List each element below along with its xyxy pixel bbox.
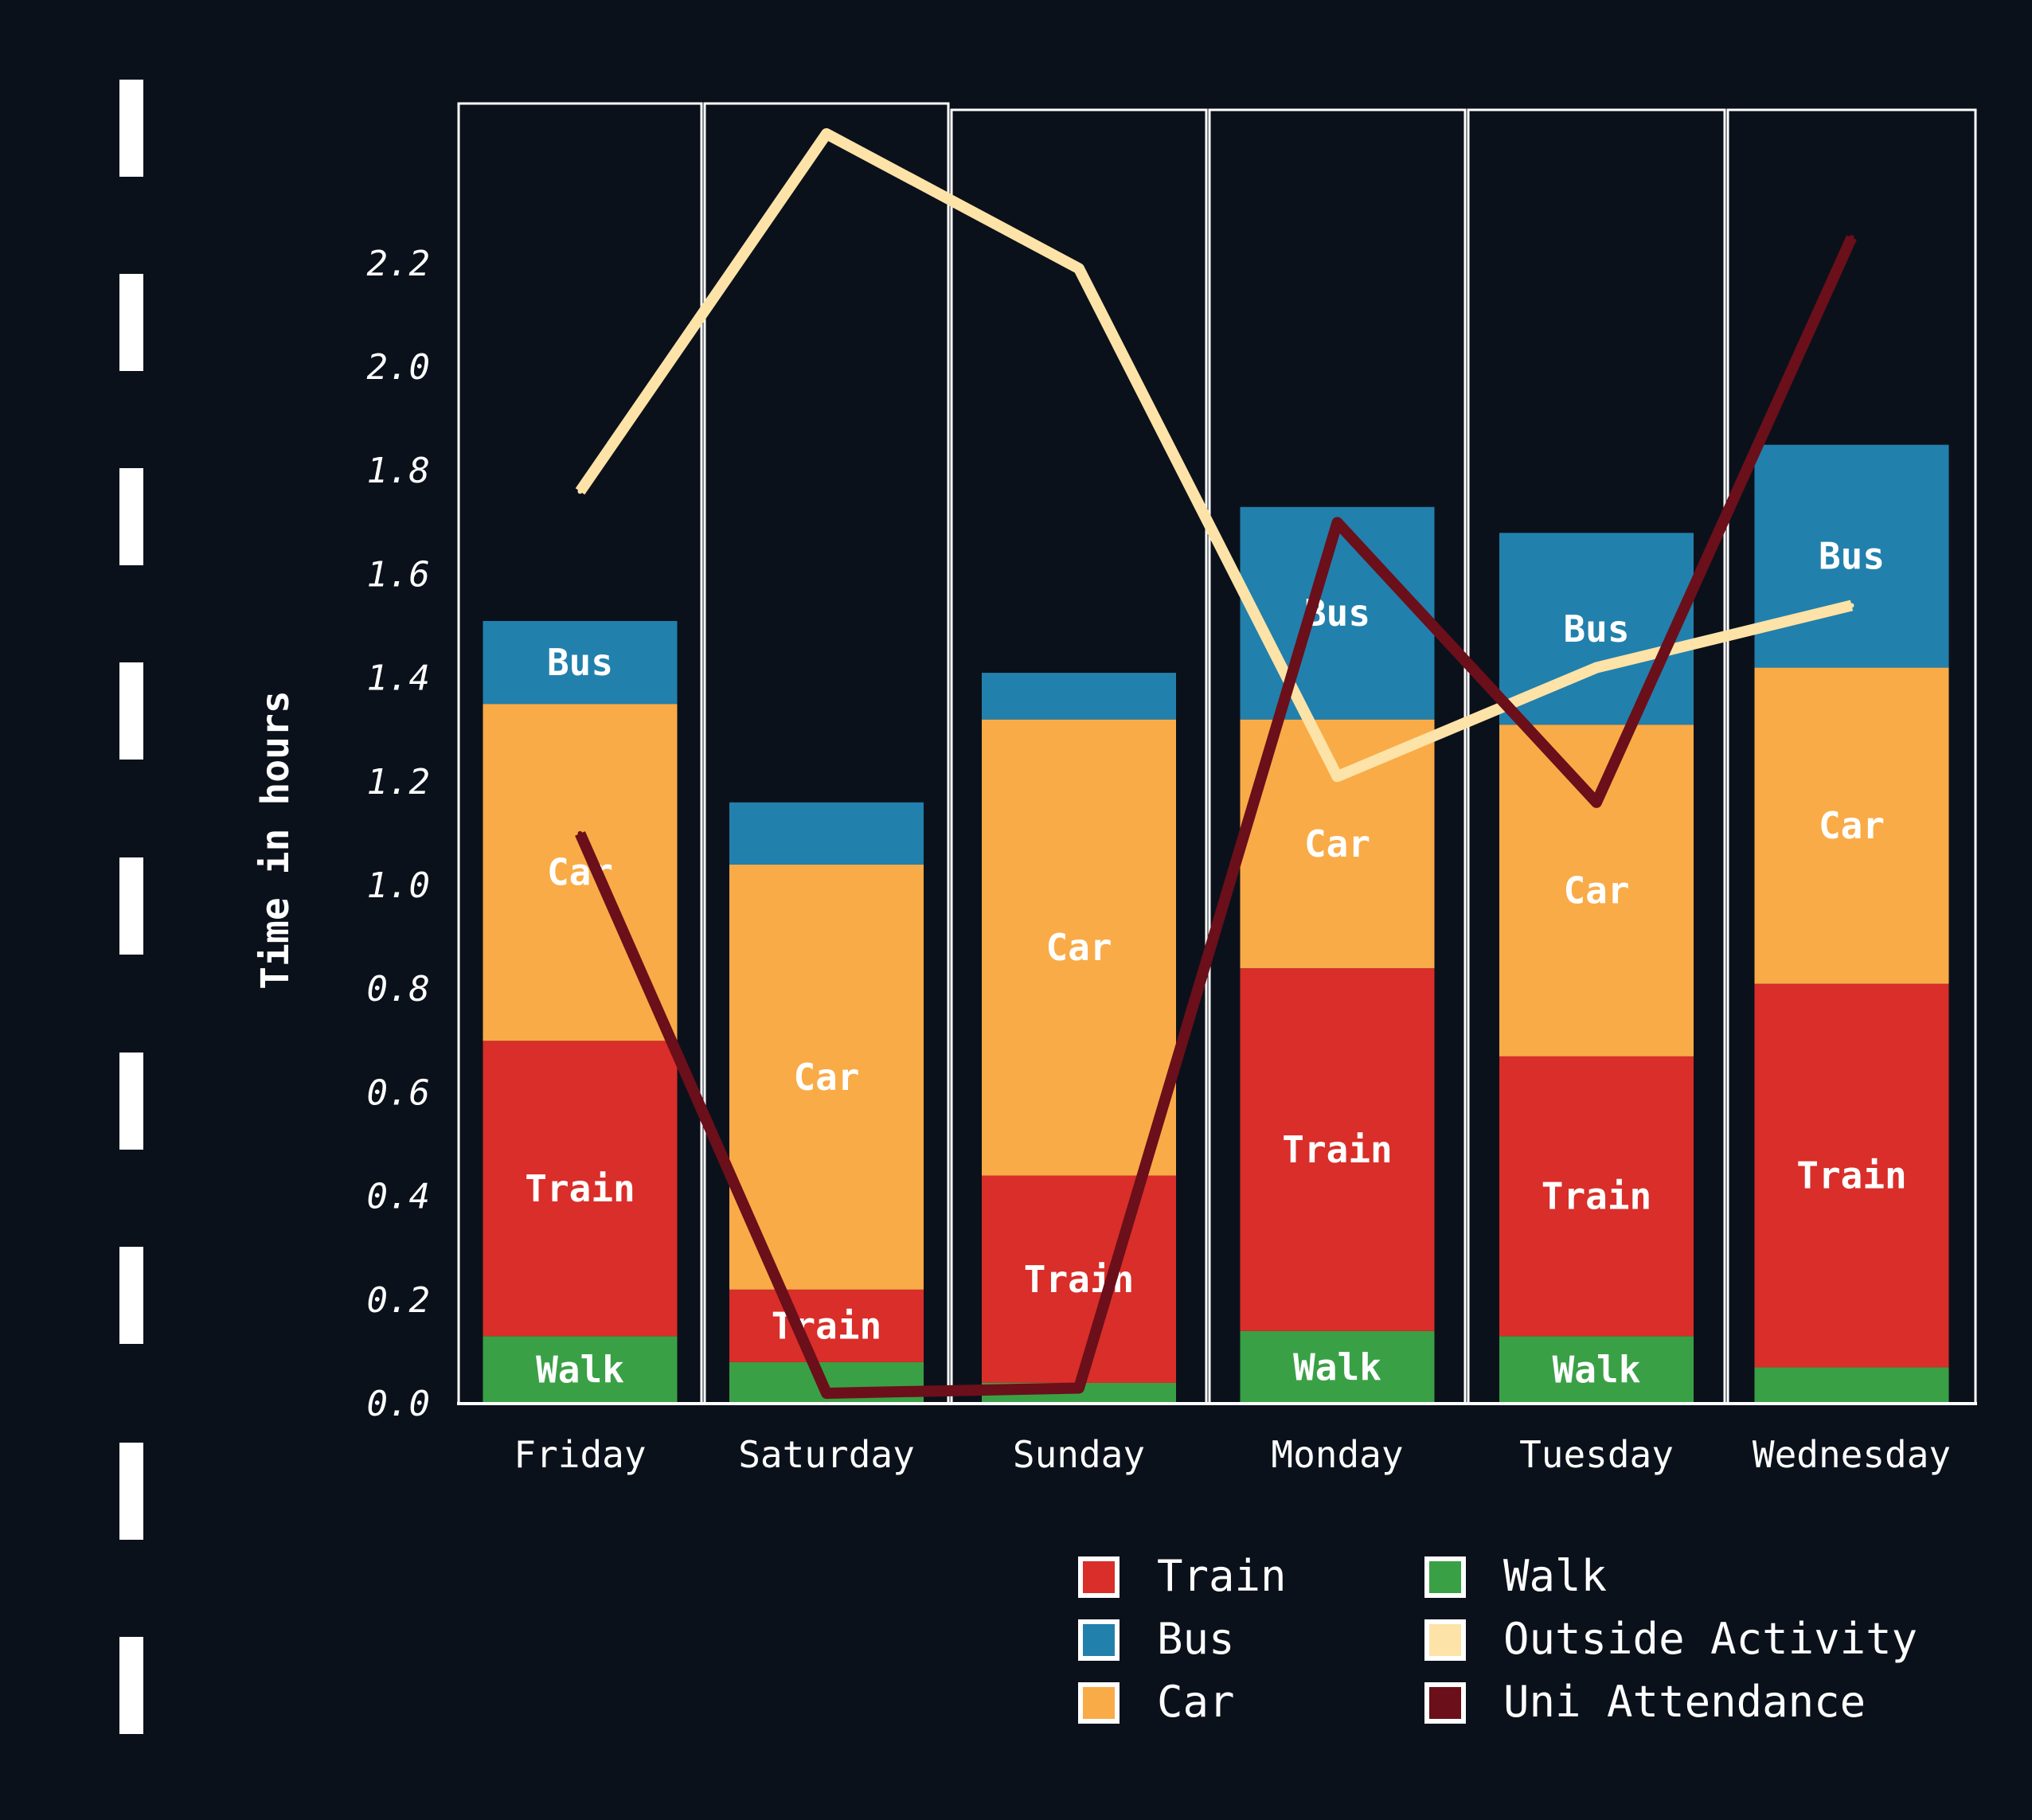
left-dash-decoration [119,80,143,1734]
dash-mark-5 [119,857,143,955]
legend-label-car: Car [1157,1677,1235,1727]
y-tick-label: 0.0 [367,1384,430,1424]
dash-mark-6 [119,1053,143,1150]
legend-swatch-walk [1424,1556,1466,1598]
bar-tuesday-walk [1499,1336,1694,1404]
legend-label-outside-activity: Outside Activity [1503,1614,1917,1664]
legend-swatch-train [1078,1556,1120,1598]
y-tick-label: 1.4 [367,658,430,699]
bar-sunday-train [982,1175,1176,1383]
y-tick-label: 1.2 [367,762,430,803]
legend-swatch-bus [1078,1619,1120,1661]
bar-label-wednesday-bus: Bus [1819,535,1885,578]
point-outside-activity-sunday [1077,266,1081,271]
point-outside-activity-friday [577,489,583,494]
y-tick-label: 1.8 [367,451,430,491]
bar-saturday-train [729,1289,924,1362]
legend-label-bus: Bus [1157,1614,1235,1664]
legend-label-walk: Walk [1503,1551,1607,1601]
point-outside-activity-monday [1334,774,1340,779]
bar-saturday-car [729,864,924,1290]
bar-monday-bus [1240,506,1435,720]
bar-tuesday-car [1499,724,1694,1056]
bar-label-monday-walk: Walk [1293,1345,1381,1388]
dash-mark-4 [119,662,143,760]
y-tick-label: 0.8 [367,969,430,1010]
x-tick-label-monday: Monday [1271,1433,1403,1476]
line-series [575,128,1857,1399]
bar-label-monday-car: Car [1304,822,1370,865]
bar-wednesday-train [1754,983,1949,1368]
bar-label-saturday-car: Car [793,1056,859,1099]
line-outside-activity [575,128,1854,783]
bar-tuesday-train [1499,1056,1694,1337]
y-axis-ticks: 0.0 0.2 0.4 0.6 0.8 1.0 1.2 1.4 1.6 1.8 2.0 2.2 [367,244,430,1424]
x-tick-label-tuesday: Tuesday [1519,1433,1674,1476]
dash-mark-9 [119,1637,143,1734]
bar-label-wednesday-train: Train [1796,1154,1906,1197]
bar-label-tuesday-walk: Walk [1553,1349,1641,1392]
point-uni-attendance-saturday [824,1390,829,1396]
point-uni-attendance-wednesday [1849,235,1854,240]
x-tick-label-sunday: Sunday [1013,1433,1145,1476]
dash-mark-8 [119,1443,143,1540]
bar-label-friday-walk: Walk [536,1349,624,1392]
bar-wednesday-car [1754,667,1949,984]
x-axis-categories: Friday Saturday Sunday Monday Tuesday Wednesd… [514,1433,1951,1476]
legend-swatch-uni-attendance [1424,1682,1466,1724]
bar-label-tuesday-car: Car [1563,869,1629,912]
bar-label-monday-train: Train [1282,1128,1392,1171]
line-uni-attendance [575,235,1857,1399]
point-outside-activity-wednesday [1849,603,1854,608]
bar-label-friday-train: Train [525,1167,635,1210]
x-tick-label-friday: Friday [514,1433,646,1476]
bar-label-sunday-car: Car [1045,926,1112,969]
point-outside-activity-tuesday [1594,665,1599,670]
point-outside-activity-saturday [824,131,829,137]
y-tick-label: 0.4 [367,1177,430,1217]
point-uni-attendance-monday [1334,520,1340,525]
bar-friday-bus [483,620,678,705]
point-uni-attendance-tuesday [1594,799,1599,805]
point-uni-attendance-sunday [1077,1385,1081,1391]
dash-mark-7 [119,1247,143,1344]
bar-wednesday-bus [1754,444,1949,668]
legend-label-train: Train [1157,1551,1287,1601]
y-tick-label: 1.0 [367,865,430,906]
y-tick-label: 0.6 [367,1072,430,1113]
y-tick-label: 2.0 [367,347,430,388]
bar-monday-car [1240,719,1435,969]
dash-mark-1 [119,80,143,177]
x-tick-label-saturday: Saturday [738,1433,915,1476]
bar-label-friday-bus: Bus [547,641,613,684]
bar-label-tuesday-train: Train [1542,1175,1651,1218]
dash-mark-3 [119,468,143,565]
dash-mark-2 [119,274,143,371]
y-tick-label: 1.6 [367,554,430,595]
bar-sunday-bus [982,673,1176,720]
bar-monday-walk [1240,1330,1435,1404]
bar-friday-walk [483,1336,678,1404]
bar-label-wednesday-car: Car [1819,804,1885,847]
legend: Train Bus Car Walk Outside Activity Uni Atten… [1078,1551,1917,1727]
legend-swatch-outside-activity [1424,1619,1466,1661]
legend-label-uni-attendance: Uni Attendance [1503,1677,1866,1727]
y-axis-label: Time in hours [253,690,298,990]
bar-segment-labels: Walk Train Car Bus Train Car Train Car Walk Train… [525,535,1906,1392]
bar-saturday-bus [729,802,924,865]
bar-sunday-car [982,719,1176,1176]
bar-monday-train [1240,968,1435,1331]
bar-wednesday-walk [1754,1367,1949,1404]
y-tick-label: 0.2 [367,1280,430,1321]
y-tick-label: 2.2 [367,244,430,284]
legend-swatch-car [1078,1682,1120,1724]
bar-friday-train [483,1041,678,1337]
bar-label-tuesday-bus: Bus [1563,607,1629,650]
x-tick-label-wednesday: Wednesday [1753,1433,1951,1476]
stacked-bars [483,444,1949,1404]
point-uni-attendance-friday [577,830,583,836]
